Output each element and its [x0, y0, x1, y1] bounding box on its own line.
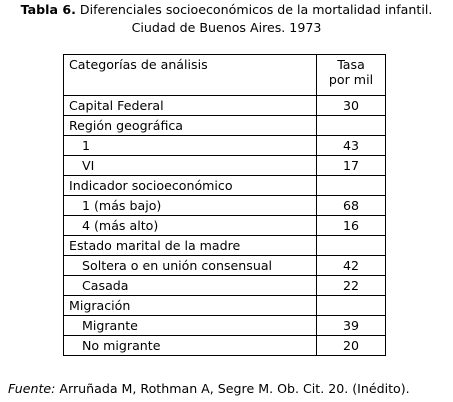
row-label: VI [64, 155, 317, 176]
table-row: Casada 22 [63, 275, 386, 296]
table-row: VI 17 [63, 155, 386, 176]
table-row: 1 43 [63, 135, 386, 156]
section-row: Región geográfica [63, 115, 386, 136]
row-label: Soltera o en unión consensual [64, 255, 317, 276]
section-label: Región geográfica [63, 115, 317, 136]
row-value: 68 [316, 195, 386, 216]
row-value: 30 [316, 95, 386, 116]
table-number: Tabla 6. [20, 2, 76, 17]
source-note: Fuente: Arruñada M, Rothman A, Segre M. … [8, 380, 453, 398]
table-row: No migrante 20 [63, 335, 386, 356]
row-label: Capital Federal [63, 95, 317, 116]
rate-header: Tasa por mil [316, 54, 386, 96]
row-value: 39 [316, 315, 386, 336]
row-value: 17 [316, 155, 386, 176]
table-title: Diferenciales socioeconómicos de la mort… [79, 2, 433, 17]
caption-line-1: Tabla 6. Diferenciales socioeconómicos d… [0, 1, 453, 19]
table-row: Soltera o en unión consensual 42 [63, 255, 386, 276]
section-label: Migración [63, 295, 317, 316]
rate-header-line-2: por mil [328, 72, 374, 87]
section-row: Migración [63, 295, 386, 316]
mortality-table: Categorías de análisis Tasa por mil Capi… [63, 54, 386, 356]
table-row: Migrante 39 [63, 315, 386, 336]
row-value [316, 175, 386, 196]
row-value: 20 [316, 335, 386, 356]
source-text: Arruñada M, Rothman A, Segre M. Ob. Cit.… [59, 381, 410, 396]
row-label: Migrante [64, 315, 317, 336]
row-value: 16 [316, 215, 386, 236]
section-row: Estado marital de la madre [63, 235, 386, 256]
row-value: 42 [316, 255, 386, 276]
row-label: 1 (más bajo) [64, 195, 317, 216]
row-value: 43 [316, 135, 386, 156]
table-row: 1 (más bajo) 68 [63, 195, 386, 216]
section-label: Indicador socioeconómico [63, 175, 317, 196]
row-value [316, 115, 386, 136]
row-label: Casada [64, 275, 317, 296]
table-row: 4 (más alto) 16 [63, 215, 386, 236]
category-header: Categorías de análisis [63, 54, 317, 96]
source-label: Fuente: [8, 381, 56, 396]
row-value [316, 295, 386, 316]
table-caption: Tabla 6. Diferenciales socioeconómicos d… [0, 1, 453, 37]
caption-line-2: Ciudad de Buenos Aires. 1973 [131, 20, 322, 35]
table-row: Capital Federal 30 [63, 95, 386, 116]
row-label: 4 (más alto) [64, 215, 317, 236]
row-value: 22 [316, 275, 386, 296]
table-header-row: Categorías de análisis Tasa por mil [63, 54, 386, 96]
row-label: 1 [64, 135, 317, 156]
row-label: No migrante [64, 335, 317, 356]
row-value [316, 235, 386, 256]
section-row: Indicador socioeconómico [63, 175, 386, 196]
section-label: Estado marital de la madre [63, 235, 317, 256]
rate-header-line-1: Tasa [337, 57, 365, 72]
